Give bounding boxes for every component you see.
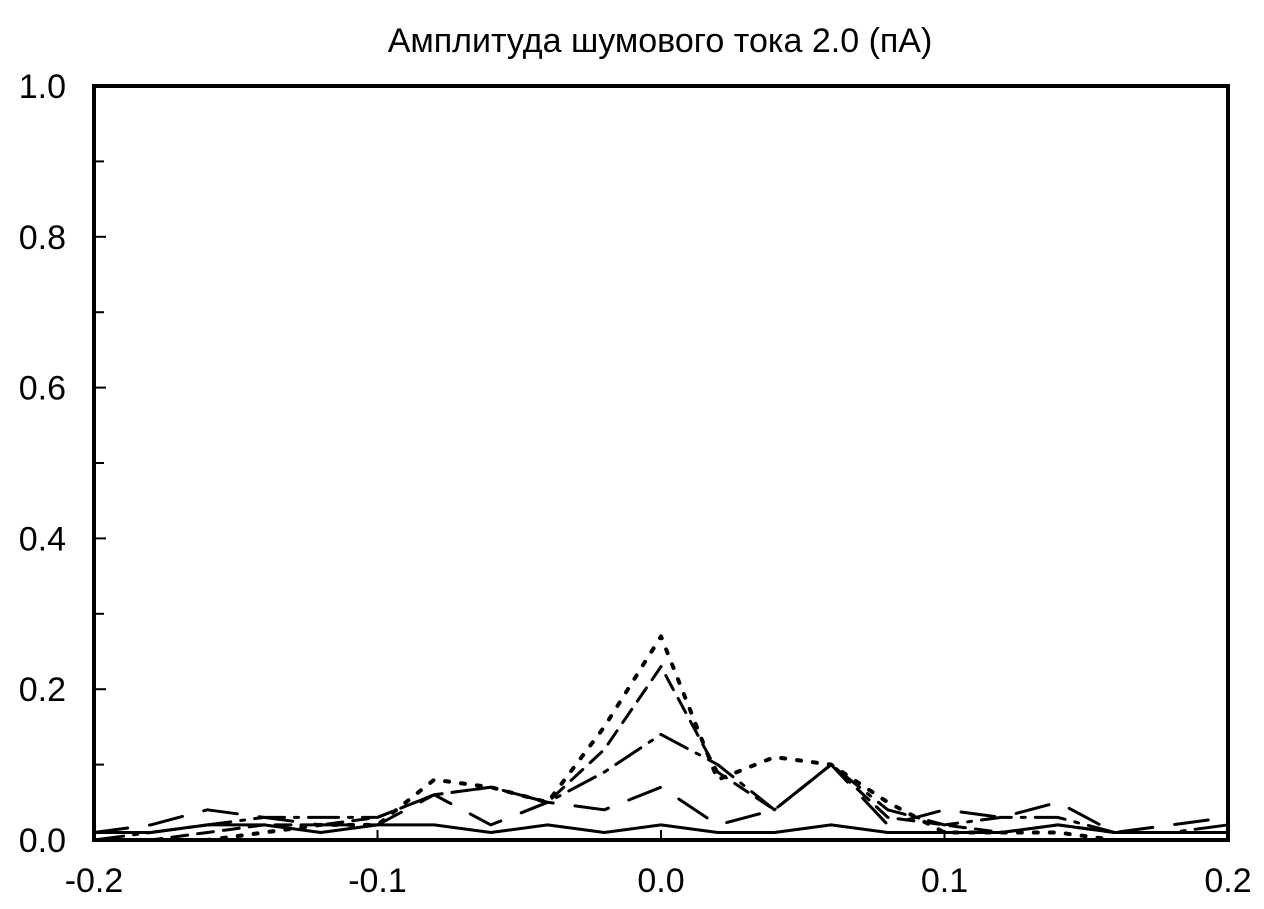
series-layer bbox=[92, 634, 1230, 842]
x-tick-label: 0.1 bbox=[921, 862, 968, 900]
x-tick-label: 0.0 bbox=[637, 862, 684, 900]
x-tick-label: -0.1 bbox=[348, 862, 407, 900]
y-tick-label: 0.0 bbox=[19, 822, 66, 860]
chart-title: Амплитуда шумового тока 2.0 (пА) bbox=[388, 22, 933, 60]
y-tick-label: 0.8 bbox=[19, 219, 66, 257]
y-tick-label: 0.2 bbox=[19, 671, 66, 709]
series-line-dash bbox=[92, 665, 1230, 842]
x-tick-label: 0.2 bbox=[1204, 862, 1251, 900]
series-line-dot bbox=[92, 634, 1230, 842]
y-tick-label: 1.0 bbox=[19, 68, 66, 106]
y-tick-label: 0.6 bbox=[19, 370, 66, 408]
x-tick-label: -0.2 bbox=[65, 862, 124, 900]
series-line-dashdot bbox=[92, 732, 1230, 842]
ticks-layer: 0.0 0.2 0.4 0.6 0.8 1.0 -0.2 -0.1 0.0 0.1 0.2 bbox=[19, 68, 1252, 900]
y-tick-label: 0.4 bbox=[19, 520, 66, 558]
series-line-longdash bbox=[92, 763, 1230, 834]
plot-area-frame bbox=[92, 84, 1230, 842]
